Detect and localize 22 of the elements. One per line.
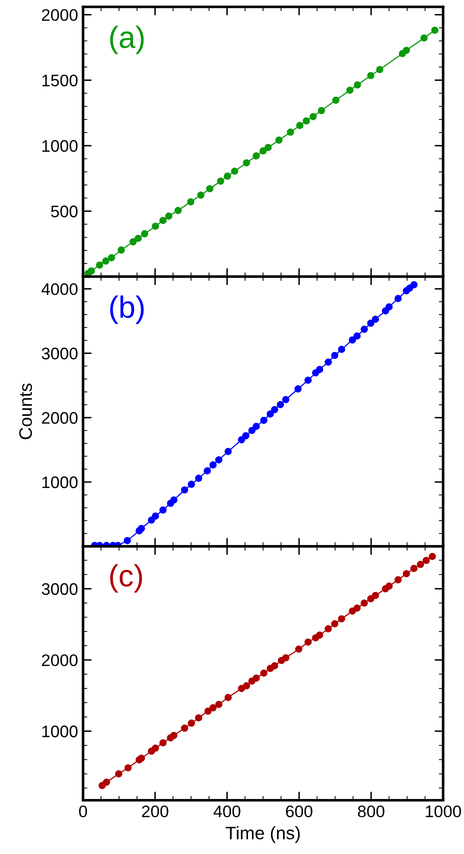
y-tick-label: 2000 [42,9,78,21]
x-tick-label: 400 [214,806,240,818]
y-tick-label: 3000 [42,348,78,360]
y-tick-label: 1000 [42,726,78,738]
x-axis-title: Time (ns) [226,826,300,843]
x-tick-label: 0 [79,806,88,818]
annotation: (c) [110,564,142,593]
annotation: (a) [110,26,144,54]
y-axis-title: Counts [19,384,32,440]
x-tick-label: 600 [286,806,312,818]
y-tick-label: 3000 [42,583,78,595]
x-tick-label: 1000 [426,806,462,818]
annotation: (b) [110,296,144,324]
x-tick-label: 200 [142,806,168,818]
y-tick-label: 2000 [42,412,78,424]
y-tick-label: 1000 [42,140,78,152]
y-tick-label: 2000 [42,654,78,666]
y-tick-label: 4000 [42,283,78,296]
y-tick-label: 1500 [42,74,78,86]
y-tick-label: 1000 [42,476,78,488]
y-tick-label: 500 [51,206,78,218]
x-tick-label: 800 [358,806,384,818]
